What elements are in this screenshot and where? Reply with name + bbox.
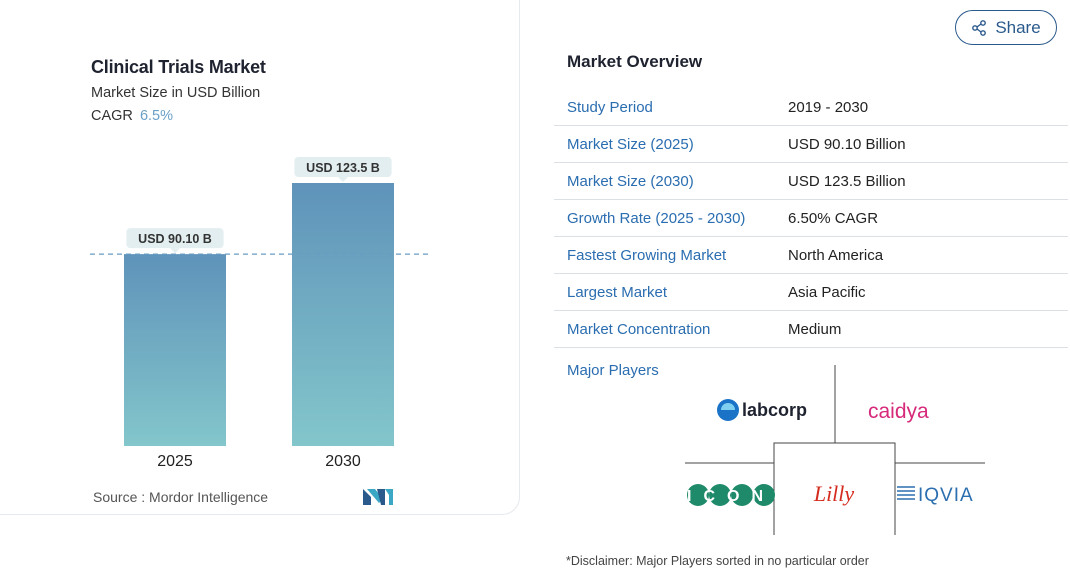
labcorp-logo-icon: labcorp <box>717 399 807 421</box>
disclaimer: *Disclaimer: Major Players sorted in no … <box>566 554 869 568</box>
bar-chart: USD 90.10 B 2025 USD 123.5 B 2030 <box>90 157 430 470</box>
player-name: labcorp <box>742 400 807 420</box>
cagr-label: CAGR <box>91 108 133 124</box>
overview-row-concentration: Market Concentration Medium <box>554 311 1068 348</box>
overview-row-fastest-growing: Fastest Growing Market North America <box>554 237 1068 274</box>
player-name: IQVIA <box>918 485 974 506</box>
data-label-bg <box>126 228 224 249</box>
overview-value: USD 90.10 Billion <box>788 135 906 153</box>
overview-value: 2019 - 2030 <box>788 98 869 116</box>
icon-logo-icon: ICON <box>687 484 775 506</box>
bar-2030 <box>292 183 394 446</box>
overview-value: Asia Pacific <box>788 283 866 301</box>
overview-key: Market Size (2025) <box>567 135 694 153</box>
chart-subtitle: Market Size in USD Billion <box>91 85 261 101</box>
data-label-bg <box>294 157 392 177</box>
chart-title: Clinical Trials Market <box>91 57 266 77</box>
overview-key: Study Period <box>567 98 653 116</box>
overview-row-growth-rate: Growth Rate (2025 - 2030) 6.50% CAGR <box>554 200 1068 237</box>
overview-value: Medium <box>788 320 842 338</box>
overview-row-largest-market: Largest Market Asia Pacific <box>554 274 1068 311</box>
share-icon <box>972 19 987 36</box>
caidya-logo-icon: caidya <box>868 400 929 423</box>
overview-value: USD 123.5 Billion <box>788 172 906 190</box>
major-players-label: Major Players <box>567 362 659 379</box>
overview-value: 6.50% CAGR <box>788 209 879 227</box>
overview-value: North America <box>788 246 884 264</box>
overview-key: Fastest Growing Market <box>567 246 727 264</box>
x-tick-label: 2030 <box>325 453 361 470</box>
lilly-logo-icon: Lilly <box>813 481 855 506</box>
x-tick-label: 2025 <box>157 453 193 470</box>
overview-table: Study Period 2019 - 2030 Market Size (20… <box>554 89 1068 348</box>
overview-key: Market Concentration <box>567 320 711 338</box>
iqvia-logo-icon: IQVIA <box>897 485 974 506</box>
cagr-value: 6.5% <box>139 108 173 124</box>
player-name: ICON <box>687 488 775 505</box>
overview-row-market-size-2030: Market Size (2030) USD 123.5 Billion <box>554 163 1068 200</box>
overview-key: Largest Market <box>567 283 668 301</box>
data-label-pointer <box>338 177 348 182</box>
chart-source: Source : Mordor Intelligence <box>93 489 269 505</box>
overview-title: Market Overview <box>567 52 703 71</box>
data-label: USD 123.5 B <box>306 161 380 175</box>
share-label: Share <box>995 17 1041 37</box>
overview-key: Market Size (2030) <box>567 172 694 190</box>
major-players-grid: labcorp caidya ICON Lilly IQVIA <box>685 365 985 535</box>
chart-card <box>0 0 520 515</box>
share-button[interactable]: Share <box>955 10 1057 45</box>
bar-2025 <box>124 254 226 446</box>
overview-row-study-period: Study Period 2019 - 2030 <box>554 89 1068 126</box>
mordor-logo-icon <box>363 489 393 505</box>
data-label-pointer <box>170 248 180 254</box>
overview-row-market-size-2025: Market Size (2025) USD 90.10 Billion <box>554 126 1068 163</box>
chart-cagr: CAGR 6.5% <box>91 108 173 124</box>
overview-key: Growth Rate (2025 - 2030) <box>567 209 746 227</box>
data-label: USD 90.10 B <box>138 232 212 246</box>
